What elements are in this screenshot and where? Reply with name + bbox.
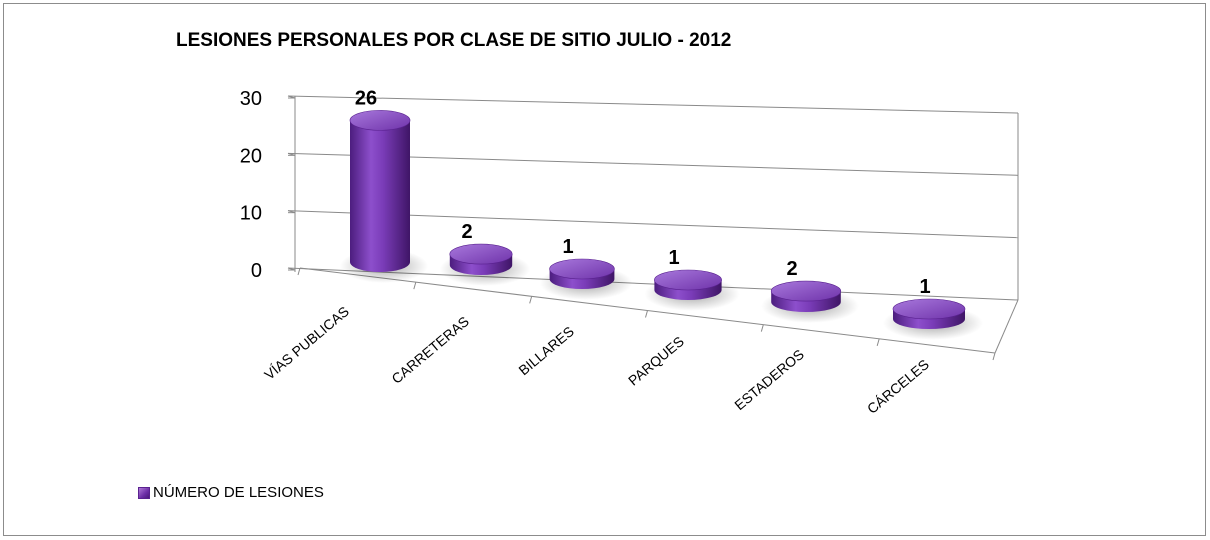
y-tick-label: 0 (251, 260, 262, 282)
axis-layer: 0 10 20 30 (240, 88, 1019, 361)
gridline (287, 95, 1019, 114)
x-tick-mark (992, 352, 996, 361)
legend-label: NÚMERO DE LESIONES (153, 484, 324, 501)
bar-top (549, 258, 615, 280)
y-tick-label: 20 (240, 145, 262, 167)
x-tick-label: VÍAS PUBLICAS (261, 303, 352, 383)
legend-swatch (138, 486, 150, 499)
data-label: 1 (562, 236, 573, 258)
data-label: 26 (355, 87, 377, 109)
x-tick-mark (529, 296, 533, 304)
x-tick-label: CÁRCELES (864, 356, 932, 417)
data-label: 1 (668, 247, 679, 269)
x-tick-label: ESTADEROS (731, 346, 807, 413)
legend: NÚMERO DE LESIONES (138, 484, 324, 501)
bar-top (770, 280, 842, 302)
bar-top (349, 110, 411, 131)
x-tick-mark (876, 338, 880, 346)
data-label: 1 (919, 276, 930, 298)
bar-top (449, 243, 513, 265)
x-tick-label: PARQUES (625, 333, 687, 389)
x-tick-label: CARRETERAS (388, 313, 472, 387)
bar-top (892, 298, 966, 320)
data-label: 2 (786, 258, 797, 280)
bar-top (654, 269, 722, 291)
x-tick-mark (760, 324, 764, 332)
x-tick-mark (297, 267, 301, 276)
x-tick-mark (645, 310, 648, 318)
x-tick-label: BILLARES (515, 323, 577, 378)
x-tick-mark (413, 282, 417, 290)
data-label: 2 (461, 221, 472, 243)
chart-title: LESIONES PERSONALES POR CLASE DE SITIO J… (176, 30, 732, 51)
bar-v-as-publicas (350, 120, 410, 273)
y-tick-label: 30 (240, 88, 262, 110)
floor-edge (994, 299, 1019, 354)
y-tick-label: 10 (240, 203, 262, 225)
bars-layer (340, 110, 983, 340)
